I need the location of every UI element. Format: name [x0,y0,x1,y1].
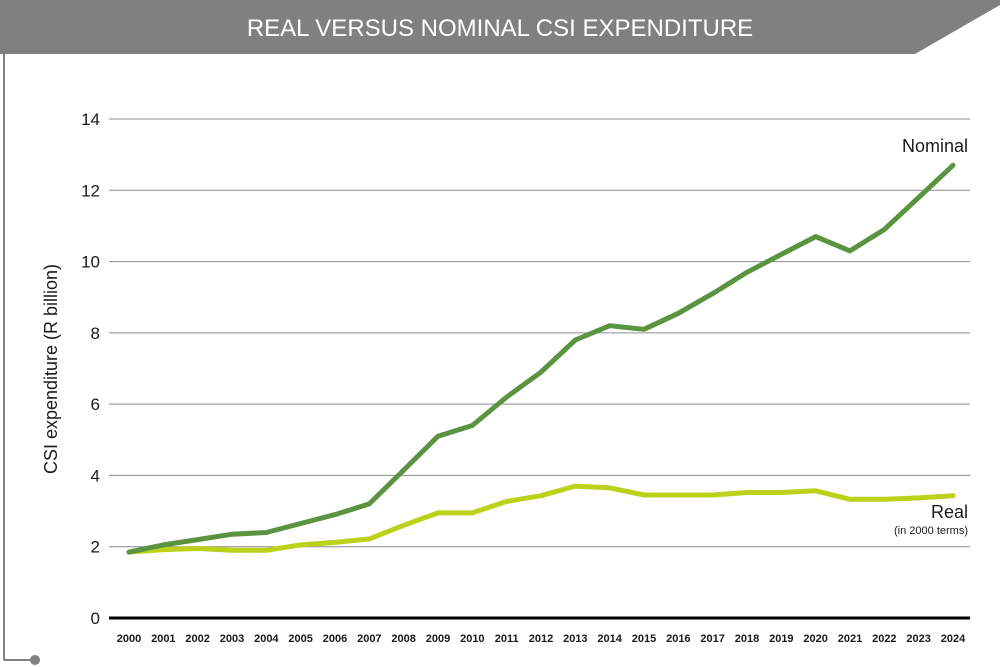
x-ticks: 2000 2001 2002 2003 2004 2005 2006 2007 2008 2009… [117,633,966,645]
x-tick-label: 2012 [529,633,553,645]
x-tick-label: 2004 [254,633,279,645]
y-ticks: 0 2 4 6 8 10 12 14 [81,110,100,628]
y-tick-label: 6 [91,395,100,414]
y-tick-label: 8 [91,324,100,343]
title-banner [0,0,1000,54]
x-tick-label: 2010 [460,633,484,645]
x-tick-label: 2022 [872,633,896,645]
frame-end-dot [30,655,40,665]
x-tick-label: 2015 [632,633,656,645]
x-tick-label: 2009 [426,633,450,645]
x-tick-label: 2023 [906,633,930,645]
series-line-real [126,483,956,555]
x-tick-label: 2005 [288,633,312,645]
y-tick-label: 4 [91,466,100,485]
y-tick-label: 12 [81,181,100,200]
x-tick-label: 2006 [323,633,347,645]
y-tick-label: 14 [81,110,100,129]
y-tick-label: 0 [91,609,100,628]
series-sublabel-real: (in 2000 terms) [894,525,968,537]
x-tick-label: 2017 [700,633,724,645]
y-axis-label: CSI expenditure (R billion) [41,264,61,474]
series-layer [126,162,956,555]
x-tick-label: 2021 [838,633,862,645]
x-tick-label: 2000 [117,633,141,645]
x-tick-label: 2019 [769,633,793,645]
series-label-real: Real [931,502,968,522]
x-tick-label: 2013 [563,633,587,645]
x-tick-label: 2003 [220,633,244,645]
y-tick-label: 10 [81,253,100,272]
x-tick-label: 2008 [391,633,415,645]
x-tick-label: 2001 [151,633,175,645]
series-label-nominal: Nominal [902,136,968,156]
x-tick-label: 2018 [735,633,759,645]
x-tick-label: 2024 [941,633,966,645]
x-tick-label: 2014 [597,633,622,645]
grid-layer [109,118,970,620]
chart-title: REAL VERSUS NOMINAL CSI EXPENDITURE [247,15,753,42]
series-line-nominal [126,162,956,555]
x-tick-label: 2002 [185,633,209,645]
x-tick-label: 2011 [495,633,519,645]
x-tick-label: 2016 [666,633,690,645]
x-tick-label: 2007 [357,633,381,645]
x-tick-label: 2020 [803,633,827,645]
y-tick-label: 2 [91,538,100,557]
